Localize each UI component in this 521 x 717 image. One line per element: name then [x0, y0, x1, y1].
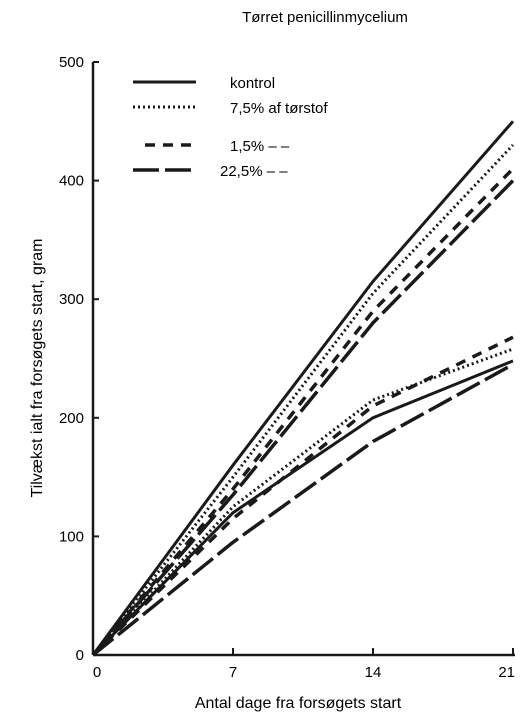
- x-tick-label: 14: [365, 664, 382, 681]
- legend-label-7-5: 7,5% af tørstof: [230, 100, 328, 117]
- y-tick-label: 300: [59, 291, 84, 308]
- legend-label-kontrol: kontrol: [230, 75, 275, 92]
- y-axis-label: Tilvækst ialt fra forsøgets start, gram: [29, 238, 46, 497]
- legend-label-22-5: 22,5% – –: [220, 163, 288, 180]
- y-tick-label: 200: [59, 410, 84, 427]
- legend: kontrol 7,5% af tørstof 1,5% – – 22,5% –…: [133, 75, 328, 180]
- series-line-upper-solid: [91, 120, 515, 656]
- series-line-lower-longdash: [91, 362, 514, 657]
- series-line-lower-dashed: [91, 335, 514, 657]
- x-tick-label: 0: [93, 664, 101, 681]
- chart-title: Tørret penicillinmycelium: [242, 9, 408, 26]
- series-line-upper-longdash: [91, 179, 515, 657]
- x-tick-label: 7: [229, 664, 237, 681]
- series-line-upper-dotted: [91, 143, 515, 656]
- y-tick-label: 400: [59, 173, 84, 190]
- series-line-upper-dashed: [91, 167, 515, 657]
- series-line-lower-dotted: [91, 347, 514, 657]
- x-tick-label: 21: [498, 664, 515, 681]
- legend-label-1-5: 1,5% – –: [230, 138, 290, 155]
- y-tick-label: 100: [59, 528, 84, 545]
- y-tick-label: 500: [59, 54, 84, 71]
- y-tick-label: 0: [76, 647, 84, 664]
- x-axis-label: Antal dage fra forsøgets start: [195, 695, 402, 712]
- series-line-lower-solid: [91, 359, 514, 657]
